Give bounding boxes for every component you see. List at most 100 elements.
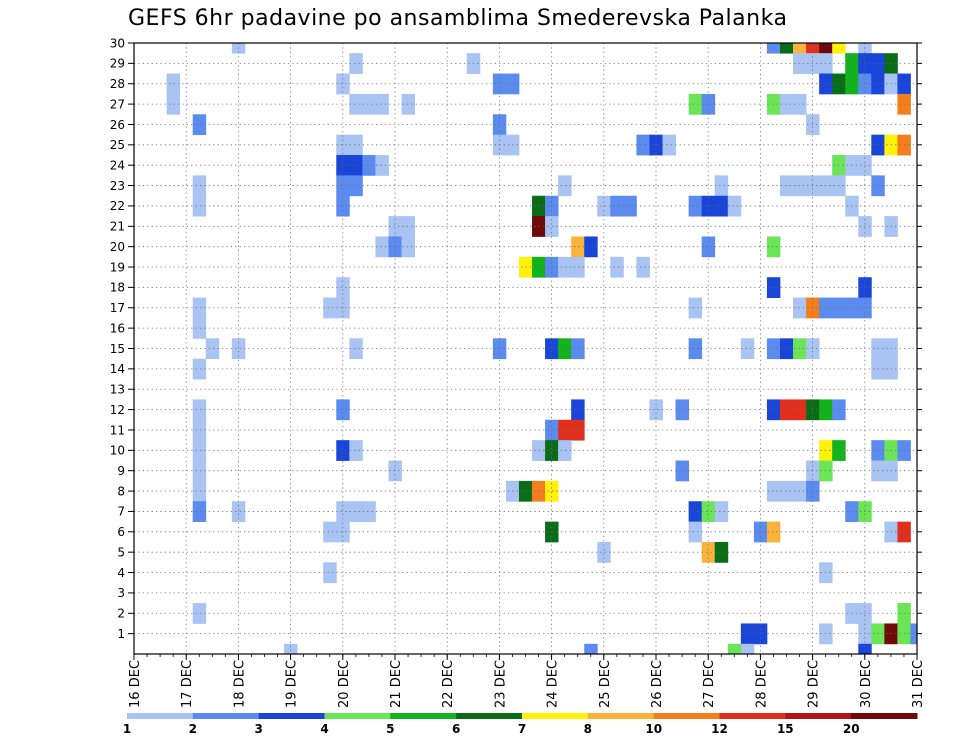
heatmap-cell: [388, 216, 402, 237]
heatmap-cell: [349, 134, 363, 156]
heatmap-cell: [349, 53, 363, 74]
y-tick-label: 6: [117, 525, 125, 539]
heatmap-cell: [793, 175, 807, 197]
heatmap-cell: [753, 623, 768, 645]
heatmap-cells: [166, 43, 918, 655]
heatmap-cell: [766, 236, 781, 258]
heatmap-cell: [231, 338, 246, 360]
y-tick-label: 29: [110, 57, 125, 71]
heatmap-cell: [675, 460, 690, 482]
heatmap-cell: [727, 195, 742, 217]
heatmap-cell: [636, 134, 650, 156]
y-tick-label: 12: [110, 403, 125, 417]
heatmap-cell: [571, 236, 585, 258]
heatmap-cell: [688, 93, 703, 115]
heatmap-cell: [545, 419, 559, 441]
heatmap-cell: [636, 256, 650, 278]
y-tick-label: 24: [110, 159, 125, 173]
heatmap-cell: [806, 114, 820, 136]
heatmap-cell: [766, 338, 781, 360]
heatmap-cell: [688, 521, 703, 543]
heatmap-cell: [571, 256, 585, 278]
colorbar-swatch: [522, 713, 589, 719]
colorbar-label: 6: [452, 722, 460, 736]
heatmap-cell: [701, 501, 716, 523]
heatmap-cell: [375, 155, 389, 176]
y-tick-label: 11: [110, 423, 125, 437]
heatmap-cell: [793, 480, 807, 502]
heatmap-cell: [597, 541, 611, 563]
y-tick-label: 23: [110, 179, 125, 193]
x-tick-label: 17 DEC: [180, 660, 195, 708]
heatmap-cell: [349, 155, 363, 176]
heatmap-cell: [349, 440, 363, 461]
heatmap-cell: [192, 297, 207, 319]
heatmap-cell: [701, 541, 716, 563]
heatmap-cell: [793, 43, 807, 54]
heatmap-cell: [558, 175, 572, 197]
x-tick-label: 24 DEC: [546, 660, 561, 708]
colorbar-label: 7: [518, 722, 526, 736]
colorbar-swatch: [851, 713, 918, 719]
heatmap-cell: [701, 93, 716, 115]
heatmap-cell: [779, 338, 794, 360]
x-tick-label: 16 DEC: [128, 660, 143, 708]
y-tick-label: 27: [110, 97, 125, 111]
heatmap-cell: [284, 643, 298, 655]
heatmap-cell: [714, 501, 729, 523]
heatmap-cell: [688, 338, 703, 360]
colorbar-swatch: [719, 713, 786, 719]
colorbar-label: 20: [843, 722, 860, 736]
colorbar-label: 8: [584, 722, 592, 736]
y-tick-label: 19: [110, 260, 125, 274]
heatmap-cell: [336, 175, 350, 197]
colorbar-swatch: [258, 713, 325, 719]
heatmap-cell: [349, 93, 363, 115]
heatmap-cell: [766, 43, 781, 54]
heatmap-cell: [375, 236, 389, 258]
x-tick-label: 28 DEC: [754, 660, 769, 708]
heatmap-cell: [558, 419, 572, 441]
heatmap-cell: [688, 297, 703, 319]
heatmap-cell: [819, 43, 833, 54]
colorbar-label: 10: [645, 722, 662, 736]
y-tick-label: 25: [110, 138, 125, 152]
heatmap-cell: [192, 419, 207, 441]
x-tick-label: 25 DEC: [598, 660, 613, 708]
y-tick-label: 8: [117, 484, 125, 498]
heatmap-cell: [649, 399, 663, 421]
y-tick-label: 13: [110, 383, 125, 397]
heatmap-cell: [806, 175, 820, 197]
colorbar-swatch: [390, 713, 457, 719]
y-tick-label: 2: [117, 607, 125, 621]
heatmap-cell: [558, 440, 572, 461]
heatmap-cell: [779, 399, 794, 421]
y-axis: 1234567891011121314151617181920212223242…: [110, 36, 922, 641]
heatmap-cell: [740, 338, 755, 360]
heatmap-cell: [806, 399, 820, 421]
heatmap-cell: [545, 338, 559, 360]
x-tick-label: 21 DEC: [389, 660, 404, 708]
heatmap-cell: [766, 93, 781, 115]
colorbar-label: 3: [255, 722, 263, 736]
heatmap-cell: [779, 480, 794, 502]
heatmap-cell: [779, 175, 794, 197]
colorbar-swatch: [653, 713, 720, 719]
heatmap-cell: [545, 440, 559, 461]
colorbar-label: 1: [123, 722, 131, 736]
y-tick-label: 28: [110, 77, 125, 91]
heatmap-cell: [714, 175, 729, 197]
colorbar-label: 15: [777, 722, 794, 736]
heatmap-cell: [192, 195, 207, 217]
heatmap-cell: [766, 480, 781, 502]
heatmap-cell: [349, 175, 363, 197]
heatmap-cell: [558, 256, 572, 278]
chart-title: GEFS 6hr padavine po ansamblima Smederev…: [128, 6, 788, 31]
heatmap-cell: [675, 399, 690, 421]
x-tick-label: 30 DEC: [859, 660, 874, 708]
heatmap-cell: [192, 480, 207, 502]
heatmap-cell: [192, 114, 207, 136]
heatmap-cell: [336, 73, 350, 95]
colorbar: 1 2 3 4 5 6 7 8 10 12 15 20: [123, 713, 918, 736]
